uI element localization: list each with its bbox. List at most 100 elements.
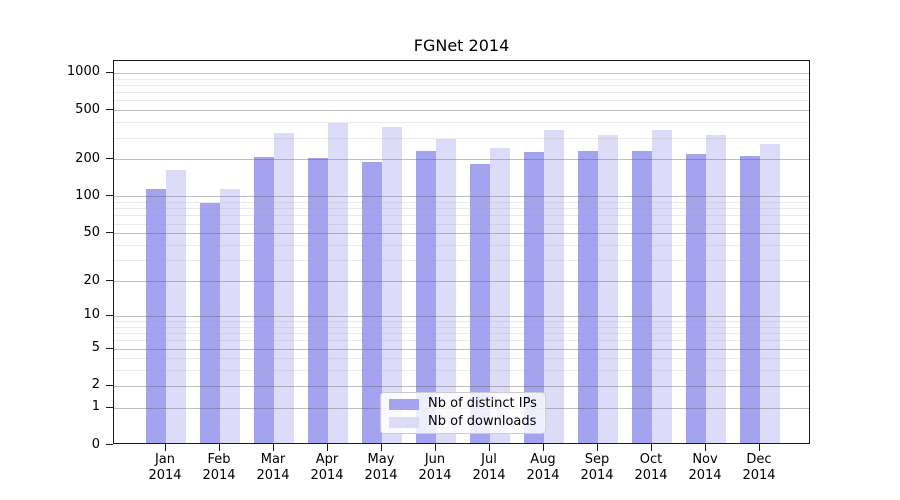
bar-distinct-ips bbox=[524, 151, 544, 443]
y-tick-mark bbox=[106, 71, 113, 73]
bar-downloads bbox=[436, 138, 456, 443]
gridline-major bbox=[114, 159, 809, 161]
bar-downloads bbox=[760, 143, 780, 443]
bar-downloads bbox=[706, 135, 726, 443]
x-tick-mark bbox=[597, 444, 598, 451]
gridline-minor bbox=[114, 321, 809, 322]
bar-downloads bbox=[544, 130, 564, 443]
gridline-major bbox=[114, 110, 809, 112]
bar-distinct-ips bbox=[362, 162, 382, 443]
legend-entry: Nb of distinct IPs bbox=[389, 397, 537, 411]
gridline-major bbox=[114, 72, 809, 74]
gridline-minor bbox=[114, 215, 809, 217]
bar-distinct-ips bbox=[146, 189, 166, 443]
gridline-minor bbox=[114, 358, 809, 360]
x-tick-label: Apr 2014 bbox=[310, 452, 344, 483]
x-tick-label: Mar 2014 bbox=[256, 452, 290, 483]
y-tick-label: 500 bbox=[75, 101, 100, 117]
y-tick-label: 1000 bbox=[66, 64, 100, 80]
x-tick-mark bbox=[651, 444, 652, 451]
y-tick-label: 10 bbox=[83, 307, 100, 323]
y-tick-mark bbox=[106, 444, 113, 445]
bar-distinct-ips bbox=[200, 203, 220, 443]
bar-downloads bbox=[166, 170, 186, 443]
grid-layer bbox=[114, 61, 809, 443]
gridline-minor bbox=[114, 122, 809, 124]
gridline-major bbox=[114, 385, 809, 387]
gridline-minor bbox=[114, 84, 809, 86]
y-tick-mark bbox=[106, 109, 113, 111]
y-tick-mark bbox=[106, 314, 113, 316]
y-tick-label: 100 bbox=[75, 187, 100, 203]
x-tick-label: Feb 2014 bbox=[202, 452, 236, 483]
plot-area bbox=[113, 60, 810, 444]
y-tick-mark bbox=[106, 347, 113, 349]
bar-distinct-ips bbox=[470, 163, 490, 443]
x-tick-label: Sep 2014 bbox=[580, 452, 614, 483]
gridline-minor bbox=[114, 100, 809, 102]
gridline-minor bbox=[114, 245, 809, 246]
gridline-minor bbox=[114, 137, 809, 139]
gridline-minor bbox=[114, 202, 809, 204]
y-tick-mark bbox=[106, 384, 113, 386]
gridline-minor bbox=[114, 326, 809, 328]
bar-downloads bbox=[220, 189, 240, 443]
gridline-major bbox=[114, 233, 809, 235]
legend-swatch-distinct-ips bbox=[389, 398, 419, 410]
bar-downloads bbox=[652, 130, 672, 443]
bar-distinct-ips bbox=[416, 151, 436, 443]
gridline-minor bbox=[114, 340, 809, 342]
x-tick-mark bbox=[489, 444, 490, 451]
legend-swatch-downloads bbox=[389, 416, 419, 428]
legend-entry: Nb of downloads bbox=[389, 415, 537, 429]
x-tick-mark bbox=[543, 444, 544, 451]
y-tick-label: 1 bbox=[91, 399, 100, 415]
gridline-minor bbox=[114, 78, 809, 80]
x-tick-label: Aug 2014 bbox=[526, 452, 560, 483]
x-tick-mark bbox=[759, 444, 760, 451]
x-tick-mark bbox=[381, 444, 382, 451]
y-tick-label: 5 bbox=[91, 340, 100, 355]
bar-downloads bbox=[328, 123, 348, 443]
chart-title: FGNet 2014 bbox=[413, 36, 510, 55]
bar-distinct-ips bbox=[254, 157, 274, 443]
gridline-major bbox=[114, 281, 809, 283]
bar-distinct-ips bbox=[578, 151, 598, 443]
gridline-minor bbox=[114, 260, 809, 262]
bar-distinct-ips bbox=[632, 151, 652, 443]
gridline-minor bbox=[114, 223, 809, 225]
y-tick-mark bbox=[106, 280, 113, 282]
y-tick-label: 2 bbox=[91, 377, 100, 393]
x-tick-mark bbox=[435, 444, 436, 451]
bar-downloads bbox=[490, 147, 510, 443]
x-tick-mark bbox=[273, 444, 274, 451]
y-tick-label: 50 bbox=[83, 224, 100, 240]
x-tick-label: Oct 2014 bbox=[634, 452, 668, 483]
y-tick-mark bbox=[106, 406, 113, 408]
x-tick-mark bbox=[327, 444, 328, 451]
x-tick-mark bbox=[219, 444, 220, 451]
y-tick-mark bbox=[106, 158, 113, 160]
bar-distinct-ips bbox=[308, 157, 328, 443]
bar-distinct-ips bbox=[686, 153, 706, 443]
gridline-major bbox=[114, 348, 809, 350]
x-tick-label: Nov 2014 bbox=[688, 452, 722, 483]
legend-label: Nb of distinct IPs bbox=[428, 396, 537, 411]
x-tick-mark bbox=[165, 444, 166, 451]
x-tick-label: Jul 2014 bbox=[472, 452, 506, 483]
bar-downloads bbox=[598, 134, 618, 443]
y-tick-mark bbox=[106, 232, 113, 234]
x-tick-label: Dec 2014 bbox=[742, 452, 776, 483]
y-tick-label: 0 bbox=[91, 436, 100, 452]
legend: Nb of distinct IPs Nb of downloads bbox=[380, 392, 546, 434]
y-tick-label: 200 bbox=[75, 150, 100, 166]
x-tick-label: May 2014 bbox=[364, 452, 398, 483]
gridline-minor bbox=[114, 333, 809, 335]
bar-downloads bbox=[382, 126, 402, 443]
legend-label: Nb of downloads bbox=[428, 414, 537, 429]
bar-distinct-ips bbox=[740, 156, 760, 443]
bars-layer bbox=[114, 61, 809, 443]
y-tick-label: 20 bbox=[83, 272, 100, 288]
gridline-minor bbox=[114, 208, 809, 210]
